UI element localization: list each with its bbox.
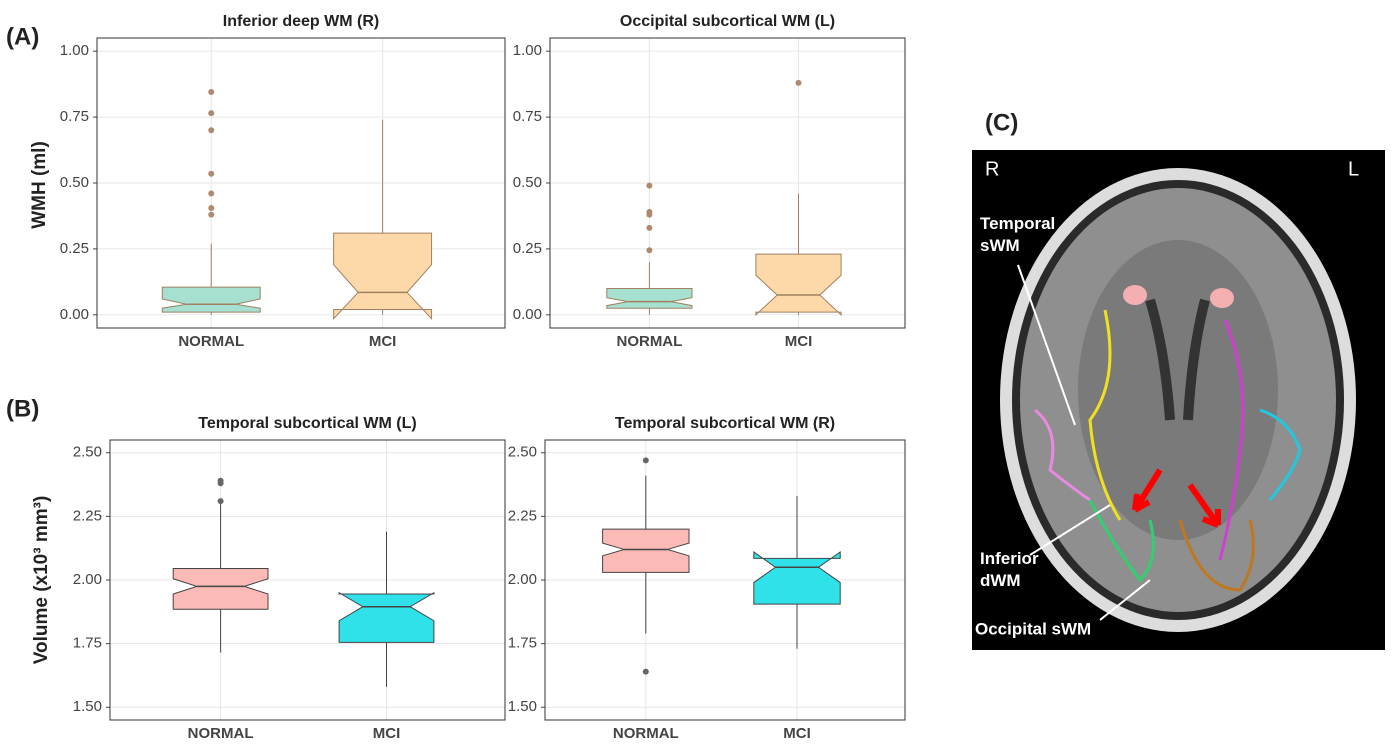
lesion xyxy=(1210,288,1234,308)
outlier xyxy=(208,205,214,211)
lesion xyxy=(1123,285,1147,305)
y-tick-label: 2.50 xyxy=(508,444,537,461)
outlier xyxy=(646,212,652,218)
y-tick-label: 1.00 xyxy=(60,42,89,59)
x-tick-label: NORMAL xyxy=(613,725,679,742)
outlier xyxy=(646,247,652,253)
y-tick-label: 2.00 xyxy=(508,571,537,588)
outlier xyxy=(646,183,652,189)
panel-label: (B) xyxy=(6,395,39,422)
outlier xyxy=(643,669,649,675)
y-tick-label: 0.50 xyxy=(60,174,89,191)
x-tick-label: NORMAL xyxy=(188,725,254,742)
box xyxy=(173,569,268,610)
y-tick-label: 0.25 xyxy=(513,240,542,257)
outlier xyxy=(218,498,224,504)
y-tick-label: 1.50 xyxy=(508,698,537,715)
x-tick-label: NORMAL xyxy=(178,333,244,350)
chart-title: Temporal subcortical WM (L) xyxy=(198,415,416,432)
outlier xyxy=(208,89,214,95)
y-tick-label: 1.00 xyxy=(513,42,542,59)
box xyxy=(339,593,434,643)
panel-label: (A) xyxy=(6,23,39,50)
box xyxy=(607,288,692,308)
y-tick-label: 0.00 xyxy=(513,306,542,323)
y-tick-label: 1.75 xyxy=(508,635,537,652)
x-tick-label: MCI xyxy=(369,333,397,350)
chart-title: Occipital subcortical WM (L) xyxy=(620,13,835,30)
y-tick-label: 2.25 xyxy=(508,507,537,524)
y-tick-label: 0.50 xyxy=(513,174,542,191)
figure: (A) (B) (C) R L TemporalsWMInferiordWMOc… xyxy=(0,0,1392,744)
y-axis-label: Volume (x10³ mm³) xyxy=(31,496,52,665)
x-tick-label: NORMAL xyxy=(616,333,682,350)
y-tick-label: 0.25 xyxy=(60,240,89,257)
y-tick-label: 0.00 xyxy=(60,306,89,323)
y-tick-label: 0.75 xyxy=(60,108,89,125)
outlier xyxy=(218,480,224,486)
outlier xyxy=(208,171,214,177)
chart-title: Inferior deep WM (R) xyxy=(223,13,379,30)
box xyxy=(162,287,260,312)
y-tick-label: 0.75 xyxy=(513,108,542,125)
outlier xyxy=(796,80,802,86)
y-tick-label: 1.50 xyxy=(73,698,102,715)
y-tick-label: 2.50 xyxy=(73,444,102,461)
panel-label: (C) xyxy=(985,109,1018,136)
box xyxy=(334,233,432,319)
outlier xyxy=(643,457,649,463)
outlier xyxy=(208,110,214,116)
outlier xyxy=(208,212,214,218)
y-tick-label: 1.75 xyxy=(73,635,102,652)
chart-title: Temporal subcortical WM (R) xyxy=(615,415,835,432)
x-tick-label: MCI xyxy=(783,725,811,742)
side-label: R xyxy=(985,158,999,180)
box xyxy=(754,552,840,604)
y-axis-label: WMH (ml) xyxy=(29,141,50,229)
box xyxy=(756,254,841,315)
side-label: L xyxy=(1348,158,1359,180)
y-tick-label: 2.25 xyxy=(73,507,102,524)
outlier xyxy=(208,127,214,133)
outlier xyxy=(208,191,214,197)
region-label: Occipital sWM xyxy=(975,619,1091,638)
x-tick-label: MCI xyxy=(785,333,813,350)
outlier xyxy=(646,225,652,231)
x-tick-label: MCI xyxy=(373,725,401,742)
y-tick-label: 2.00 xyxy=(73,571,102,588)
